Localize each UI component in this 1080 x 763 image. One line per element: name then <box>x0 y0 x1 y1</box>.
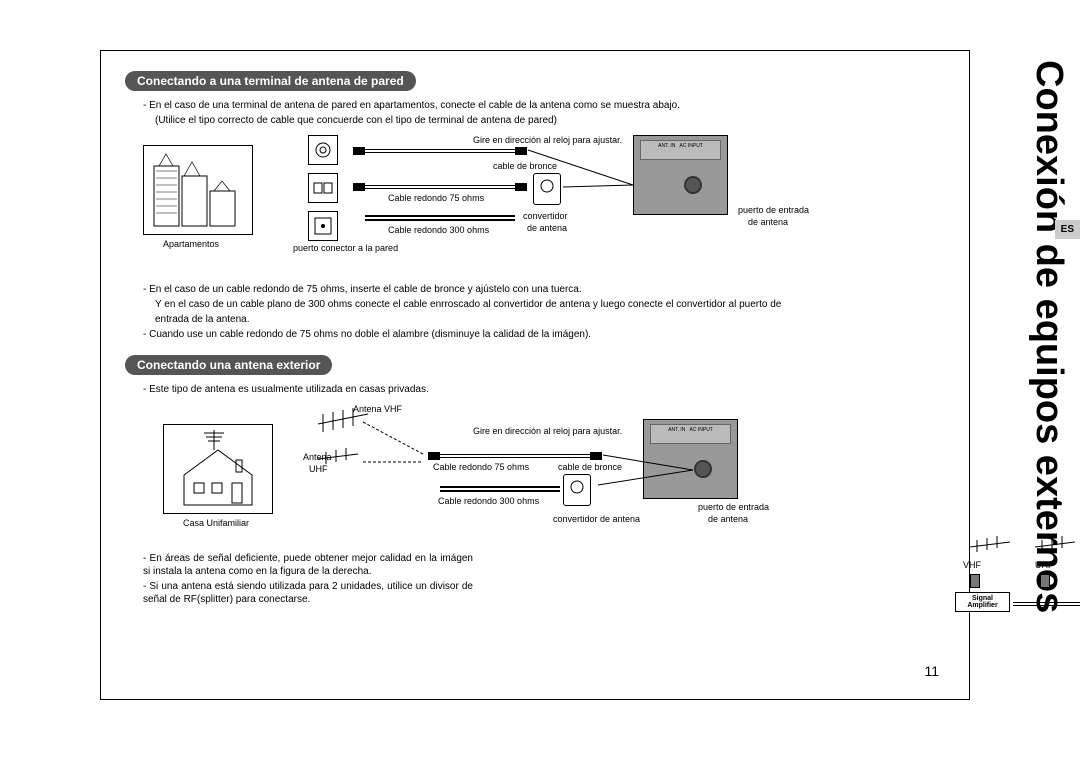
lbl-house: Casa Unifamiliar <box>183 518 249 528</box>
lbl-converter1a: convertidor <box>523 211 568 221</box>
page-number: 11 <box>924 663 939 679</box>
s1-b2: Y en el caso de un cable plano de 300 oh… <box>155 298 945 311</box>
rf-jack-icon <box>684 176 702 194</box>
house-illustration <box>163 424 273 514</box>
wall-plate-3 <box>308 211 338 241</box>
wall-plate-1 <box>308 135 338 165</box>
lbl-bronze1: cable de bronce <box>493 161 557 171</box>
converter-box <box>533 173 561 205</box>
s1-intro1: - En el caso de una terminal de antena d… <box>143 99 945 112</box>
wall-plate-2 <box>308 173 338 203</box>
plug-icon <box>515 147 527 155</box>
signal-amplifier-box: SignalAmplifier <box>955 592 1010 612</box>
lbl-uhf-ant2: UHF <box>309 464 328 474</box>
lbl-uhf-ant1: Antena <box>303 452 332 462</box>
plug-icon <box>353 147 365 155</box>
lbl-clockwise2: Gire en dirección al reloj para ajustar. <box>473 426 622 436</box>
small-antennas <box>965 532 1080 572</box>
language-tab: ES <box>1055 220 1080 239</box>
diagram-outdoor-antenna: Casa Unifamiliar Antena VHF Antena UHF G… <box>143 404 945 544</box>
s2-b1: - En áreas de señal deficiente, puede ob… <box>143 552 473 578</box>
cable-bot <box>365 215 515 221</box>
lbl-300-2: Cable redondo 300 ohms <box>438 496 539 506</box>
s1-b3: - Cuando use un cable redondo de 75 ohms… <box>143 328 945 341</box>
lbl-converter1b: de antena <box>527 223 567 233</box>
diagram-amplifier: VHF UHF SignalAmplifier ANT. IN AC INPUT <box>945 532 1080 632</box>
rf-jack-icon <box>694 460 712 478</box>
plug-icon <box>590 452 602 460</box>
lbl-uhf: UHF <box>1035 560 1054 570</box>
plug-icon <box>428 452 440 460</box>
tv-ports-1: ANT. IN AC INPUT <box>640 140 721 160</box>
lbl-vhf-ant: Antena VHF <box>353 404 402 414</box>
converter-box-2 <box>563 474 591 506</box>
s2-intro: - Este tipo de antena es usualmente util… <box>143 383 945 396</box>
lbl-clockwise1: Gire en dirección al reloj para ajustar. <box>473 135 622 145</box>
cable-amp <box>1013 602 1080 606</box>
cable-300-2 <box>440 486 560 492</box>
apartment-illustration <box>143 145 253 235</box>
plug-icon <box>515 183 527 191</box>
section2-heading: Conectando una antena exterior <box>125 355 332 375</box>
s2-b2: - Si una antena está siendo utilizada pa… <box>143 580 473 606</box>
s1-b1: - En el caso de un cable redondo de 75 o… <box>143 283 945 296</box>
tv-back-panel-1: ANT. IN AC INPUT <box>633 135 728 215</box>
dashed-lines <box>363 414 433 484</box>
cable-75-2 <box>440 454 590 458</box>
s1-intro2: (Utilice el tipo correcto de cable que c… <box>155 114 945 127</box>
lbl-port1b: de antena <box>748 217 788 227</box>
diagram-wall-terminal: Apartamentos puerto conector a la pared … <box>143 135 945 275</box>
lbl-300-1: Cable redondo 300 ohms <box>388 225 489 235</box>
plug-down-icon <box>970 574 980 588</box>
lbl-bronze2: cable de bronce <box>558 462 622 472</box>
lbl-vhf: VHF <box>963 560 981 570</box>
lbl-apartment: Apartamentos <box>163 239 219 249</box>
plug-down-icon <box>1040 574 1050 588</box>
lbl-port1a: puerto de entrada <box>738 205 809 215</box>
section1-heading: Conectando a una terminal de antena de p… <box>125 71 416 91</box>
lbl-port2b: de antena <box>708 514 748 524</box>
lbl-converter2: convertidor de antena <box>553 514 640 524</box>
cable-top <box>365 149 515 153</box>
lbl-75-2: Cable redondo 75 ohms <box>433 462 529 472</box>
s1-b2b: entrada de la antena. <box>155 313 945 326</box>
lbl-wallplate: puerto conector a la pared <box>293 243 398 253</box>
lbl-port2a: puerto de entrada <box>698 502 769 512</box>
lbl-75-1: Cable redondo 75 ohms <box>388 193 484 203</box>
tv-ports-2: ANT. IN AC INPUT <box>650 424 731 444</box>
plug-icon <box>353 183 365 191</box>
page-frame: Conectando a una terminal de antena de p… <box>100 50 970 700</box>
cable-mid <box>365 185 515 189</box>
tv-back-panel-2: ANT. IN AC INPUT <box>643 419 738 499</box>
side-title: Conexión de equipos externos <box>1027 60 1070 613</box>
